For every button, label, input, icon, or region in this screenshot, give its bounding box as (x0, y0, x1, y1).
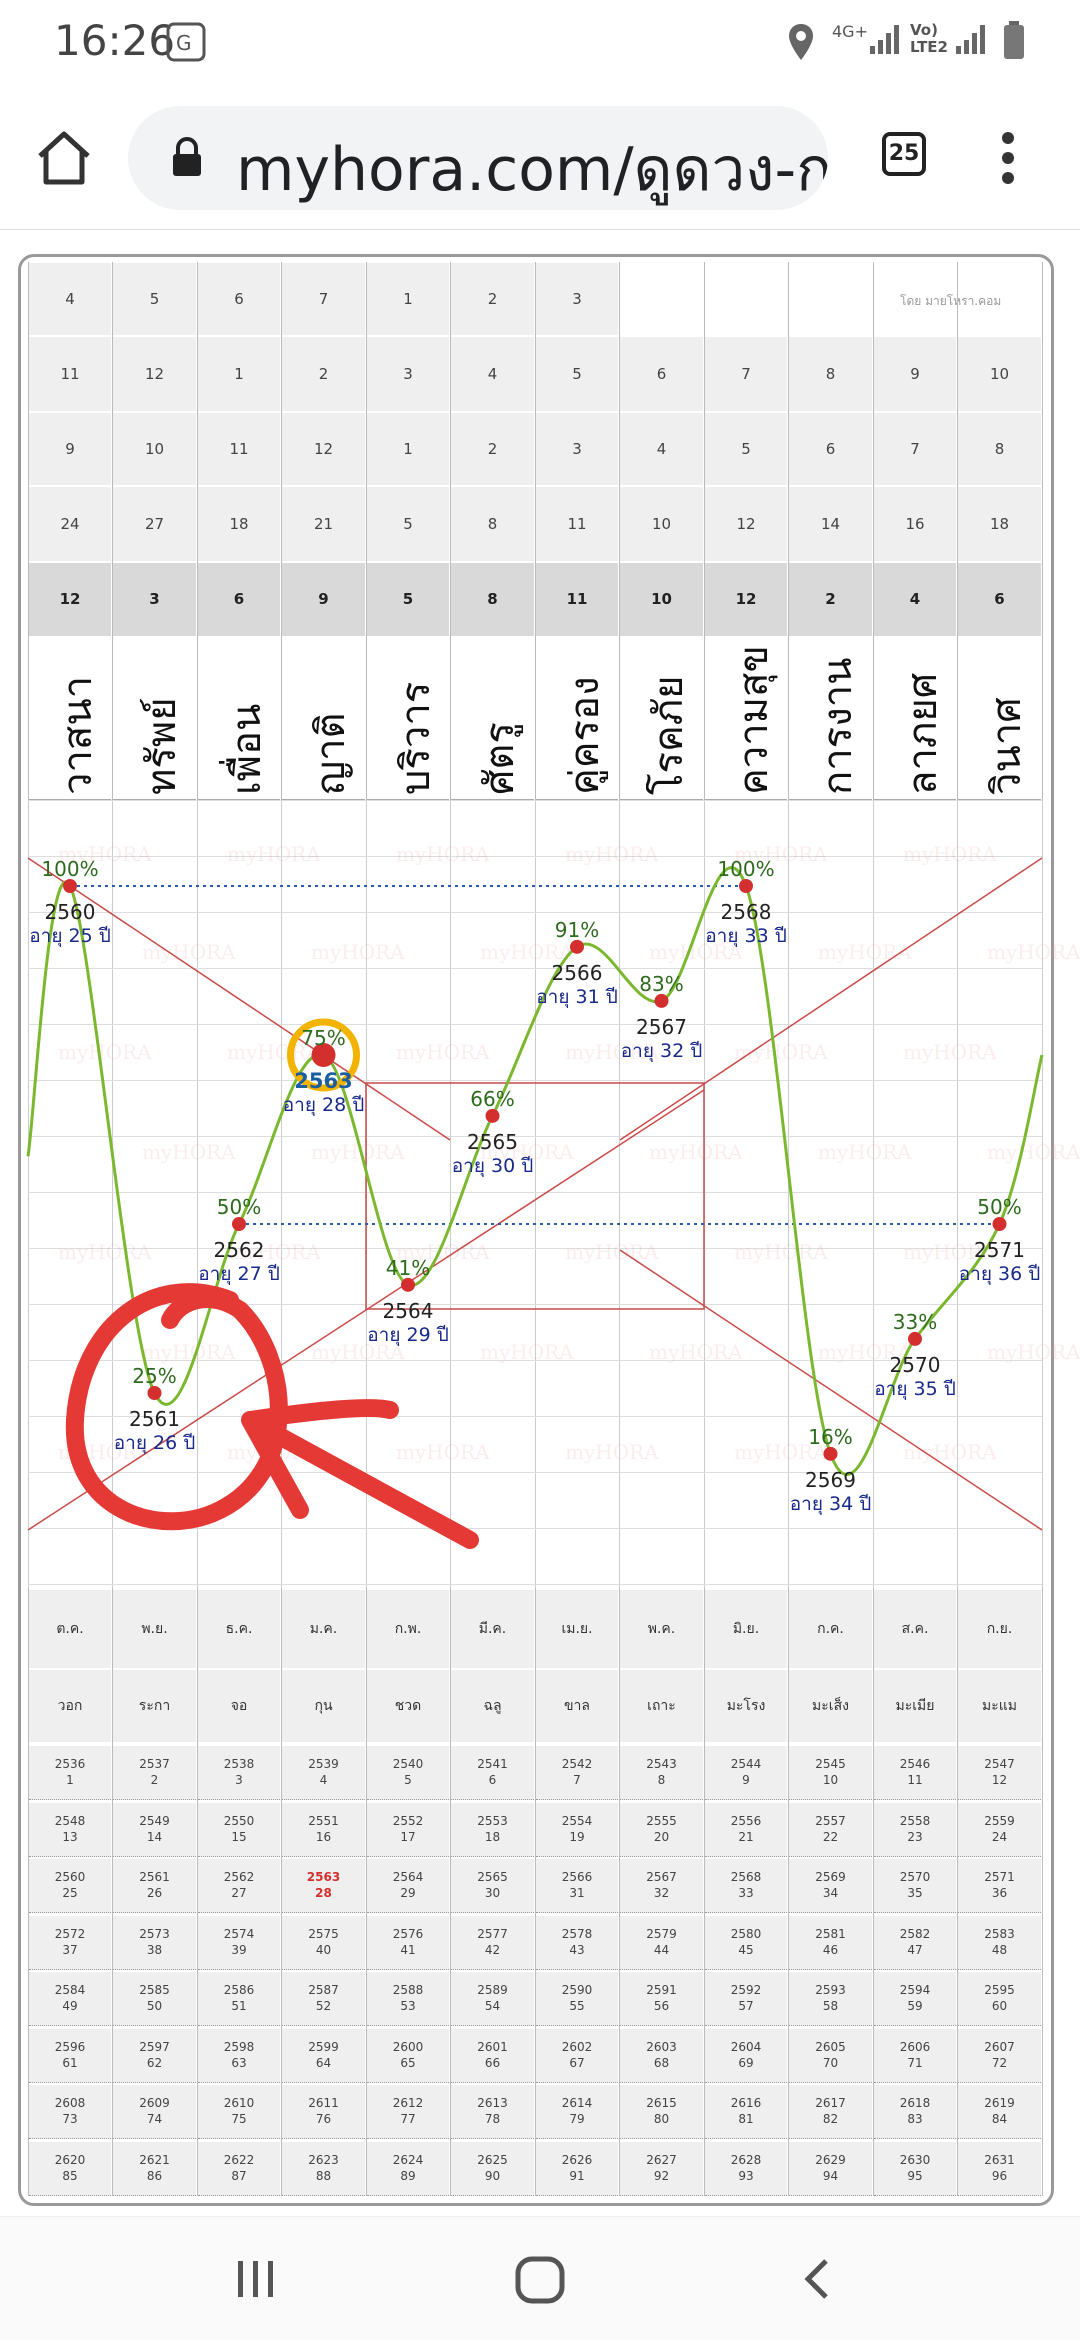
percent-label: 91% (555, 918, 599, 942)
lock-icon (173, 137, 201, 176)
data-point (147, 1386, 162, 1400)
year-label: 2561 (129, 1407, 180, 1431)
data-point (908, 1331, 922, 1346)
age-label: อายุ 36 ปี (959, 1263, 1041, 1286)
home-icon[interactable] (32, 126, 96, 190)
percent-label: 25% (132, 1364, 176, 1388)
data-point (311, 1043, 336, 1067)
data-point (232, 1217, 246, 1231)
browser-toolbar: myhora.com/ดูดวง-ก 25 (0, 82, 1080, 230)
percent-label: 66% (470, 1087, 514, 1111)
guide-line (27, 1089, 705, 1531)
network-type: 4G+ (832, 22, 868, 41)
age-label: อายุ 28 ปี (283, 1094, 365, 1117)
signal-1-icon (870, 25, 899, 54)
hand-drawn-circle-annotation (65, 1283, 288, 1531)
status-time: 16:26 (54, 16, 176, 65)
year-label: 2568 (721, 900, 772, 924)
data-point (823, 1446, 838, 1461)
year-label: 2571 (974, 1238, 1025, 1262)
home-nav-icon[interactable] (514, 2255, 566, 2305)
age-label: อายุ 35 ปี (874, 1378, 956, 1401)
data-point (401, 1277, 415, 1292)
svg-text:G: G (176, 31, 192, 55)
data-point (485, 1108, 500, 1123)
year-label: 2569 (805, 1468, 856, 1492)
year-label: 2564 (383, 1299, 434, 1323)
age-label: อายุ 31 ปี (536, 986, 618, 1009)
year-label: 2566 (552, 961, 603, 985)
guide-line (27, 857, 451, 1141)
data-point (570, 939, 584, 954)
system-nav-bar (0, 2216, 1080, 2340)
translate-notification-icon: G (166, 22, 206, 62)
percent-label: 41% (386, 1256, 430, 1280)
percent-label: 33% (893, 1310, 937, 1334)
age-label: อายุ 26 ปี (114, 1432, 196, 1455)
percent-label: 100% (41, 857, 98, 881)
percent-label: 50% (217, 1195, 261, 1219)
fortune-line (26, 866, 1044, 1476)
location-icon (789, 24, 813, 60)
percent-label: 50% (977, 1195, 1021, 1219)
age-label: อายุ 30 ปี (452, 1155, 534, 1178)
percent-label: 16% (808, 1425, 852, 1449)
guide-line (619, 857, 1043, 1141)
year-label: 2570 (890, 1353, 941, 1377)
url-text: myhora.com/ดูดวง-ก (236, 135, 828, 205)
data-point (654, 993, 669, 1008)
year-label: 2563 (294, 1069, 352, 1093)
age-label: อายุ 27 ปี (198, 1263, 280, 1286)
age-label: อายุ 33 ปี (705, 925, 787, 948)
data-point (739, 879, 753, 893)
age-label: อายุ 29 ปี (367, 1324, 449, 1347)
more-options-icon[interactable] (996, 126, 1020, 190)
percent-label: 100% (717, 857, 774, 881)
age-label: อายุ 25 ปี (29, 925, 111, 948)
recent-apps-icon[interactable] (232, 2257, 280, 2301)
data-point (992, 1217, 1007, 1231)
current-year-ring (287, 1018, 360, 1092)
hand-drawn-arrow-annotation (241, 1399, 479, 1549)
center-square (365, 1082, 705, 1310)
guide-line (619, 1249, 1043, 1531)
percent-label: 75% (301, 1026, 345, 1050)
year-label: 2565 (467, 1130, 518, 1154)
year-label: 2562 (214, 1238, 265, 1262)
battery-icon (1004, 21, 1024, 59)
back-nav-icon[interactable] (800, 2257, 834, 2301)
status-bar: 16:26 G 4G+ Vo) LTE2 (0, 0, 1080, 82)
age-label: อายุ 32 ปี (621, 1040, 703, 1063)
year-label: 2560 (45, 900, 96, 924)
signal-2-icon (956, 25, 985, 54)
carrier-label: Vo) LTE2 (910, 21, 948, 56)
percent-label: 83% (639, 972, 683, 996)
year-label: 2567 (636, 1015, 687, 1039)
address-bar[interactable]: myhora.com/ดูดวง-ก (128, 106, 828, 210)
tab-switcher-button[interactable]: 25 (882, 132, 926, 176)
age-label: อายุ 34 ปี (790, 1493, 872, 1516)
data-point (63, 879, 77, 893)
